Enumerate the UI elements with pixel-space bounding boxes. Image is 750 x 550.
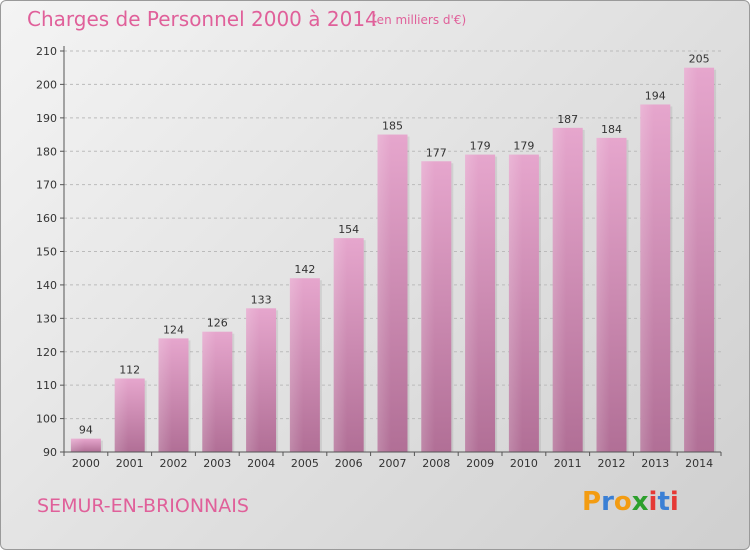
logo-letter: r [601, 487, 614, 517]
y-tick-label: 130 [36, 312, 57, 325]
data-label: 124 [163, 323, 184, 336]
data-label: 133 [251, 293, 272, 306]
data-label: 179 [513, 140, 534, 153]
logo-letter: x [631, 487, 649, 517]
x-tick-label: 2012 [598, 457, 626, 470]
chart-title: Charges de Personnel 2000 à 2014 [27, 7, 378, 31]
x-tick-label: 2014 [685, 457, 713, 470]
x-tick-label: 2006 [335, 457, 363, 470]
x-tick-label: 2011 [554, 457, 582, 470]
x-tick-label: 2002 [160, 457, 188, 470]
bar-highlight [289, 278, 304, 452]
data-label: 184 [601, 123, 622, 136]
y-tick-label: 100 [36, 413, 57, 426]
data-label: 154 [338, 223, 359, 236]
bar-highlight [246, 308, 260, 452]
bar-highlight [333, 238, 348, 452]
logo-letter: o [613, 487, 632, 517]
bar-highlight [377, 134, 391, 452]
x-tick-label: 2008 [422, 457, 450, 470]
bar-highlight [596, 137, 610, 452]
y-tick-label: 200 [36, 78, 57, 91]
data-label: 177 [426, 146, 447, 159]
bar-highlight [158, 338, 172, 452]
data-label: 205 [689, 53, 710, 66]
bar-highlight [70, 438, 85, 452]
y-tick-label: 170 [36, 179, 57, 192]
commune-name: SEMUR-EN-BRIONNAIS [37, 495, 249, 517]
data-label: 142 [294, 263, 315, 276]
data-label: 179 [470, 140, 491, 153]
bar-highlight [640, 104, 654, 452]
bar-highlight [114, 378, 129, 452]
y-tick-label: 110 [36, 379, 57, 392]
y-tick-label: 190 [36, 112, 57, 125]
bar-highlight [508, 154, 523, 452]
bar-highlight [202, 331, 216, 452]
x-tick-label: 2013 [641, 457, 669, 470]
data-label: 126 [207, 317, 228, 330]
x-tick-label: 2004 [247, 457, 275, 470]
logo-letter: i [669, 487, 679, 517]
data-label: 185 [382, 120, 403, 133]
data-label: 112 [119, 363, 140, 376]
bar-highlight [684, 67, 698, 452]
y-tick-label: 180 [36, 145, 57, 158]
data-label: 194 [645, 89, 666, 102]
x-tick-label: 2007 [379, 457, 407, 470]
x-tick-label: 2009 [466, 457, 494, 470]
y-tick-label: 210 [36, 45, 57, 58]
logo-letter: P [582, 487, 602, 517]
x-tick-label: 2001 [116, 457, 144, 470]
bar-highlight [552, 127, 567, 452]
y-tick-label: 150 [36, 246, 57, 259]
y-tick-label: 140 [36, 279, 57, 292]
x-tick-label: 2005 [291, 457, 319, 470]
proxiti-logo[interactable]: Proxiti [582, 487, 679, 517]
data-label: 187 [557, 113, 578, 126]
chart-subtitle: (en milliers d'€) [372, 13, 467, 27]
x-tick-label: 2003 [203, 457, 231, 470]
y-tick-label: 120 [36, 346, 57, 359]
x-tick-label: 2000 [72, 457, 100, 470]
bar-highlight [421, 161, 435, 452]
y-tick-label: 160 [36, 212, 57, 225]
logo-letter: t [657, 487, 670, 517]
x-tick-label: 2010 [510, 457, 538, 470]
y-tick-label: 90 [43, 446, 57, 459]
logo-letter: i [648, 487, 658, 517]
data-label: 94 [79, 424, 93, 437]
bar-highlight [465, 154, 479, 452]
